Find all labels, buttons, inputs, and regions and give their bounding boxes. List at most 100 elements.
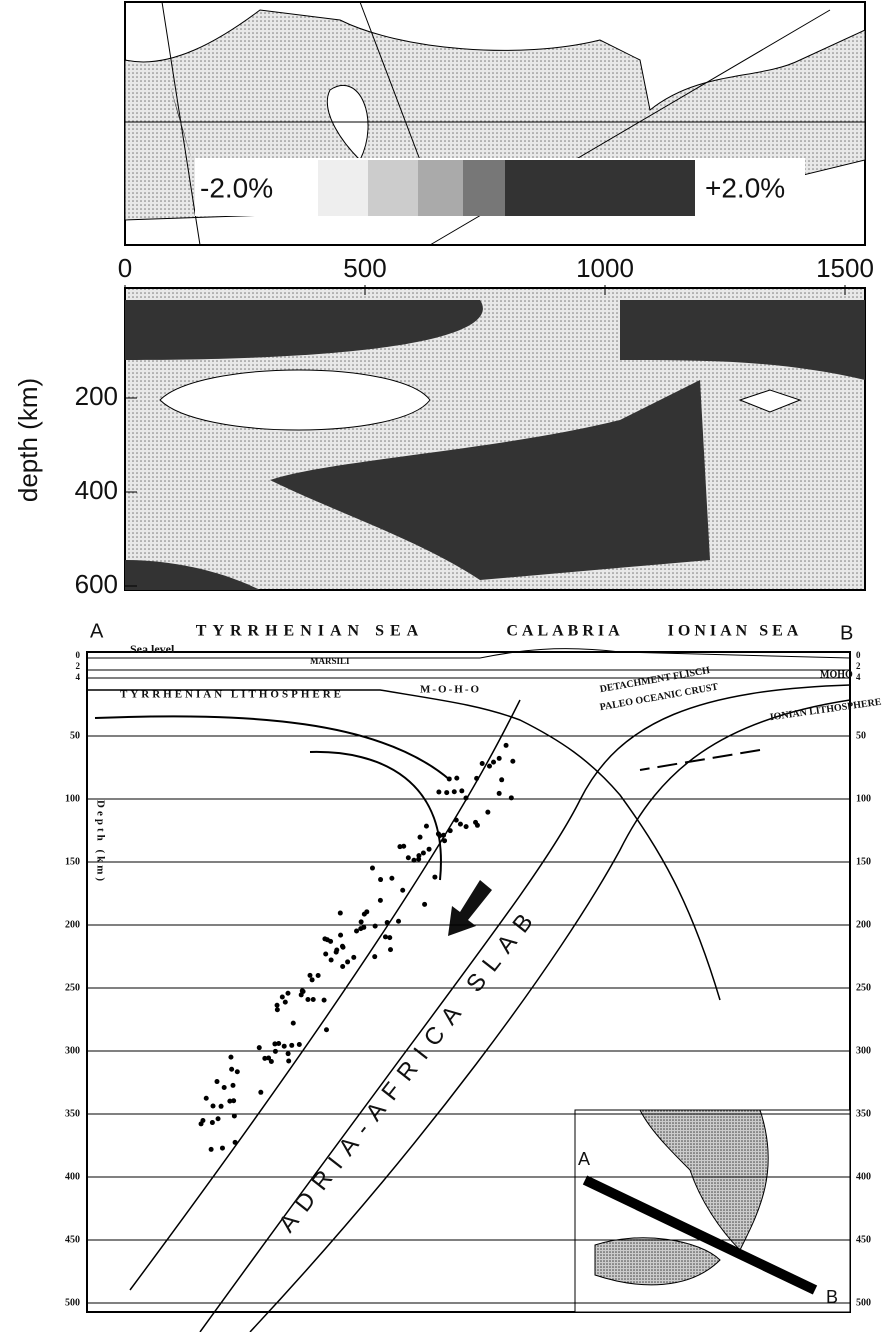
sea-level: Sea level <box>130 642 175 656</box>
earthquake <box>463 824 469 830</box>
earthquake <box>321 997 327 1003</box>
earthquake <box>459 788 465 794</box>
y-tick-label: 600 <box>75 569 118 599</box>
earthquake <box>372 923 378 929</box>
earthquake <box>420 850 426 856</box>
y-tick-label: 4 <box>76 672 81 682</box>
earthquake <box>274 1002 280 1008</box>
anomaly-fast <box>620 300 865 380</box>
earthquake <box>323 951 329 957</box>
earthquake <box>282 999 288 1005</box>
earthquake <box>328 938 334 944</box>
earthquake <box>454 775 460 781</box>
map-panel: -2.0% +2.0% <box>124 1 866 246</box>
y-tick-label: 50 <box>70 730 80 741</box>
y-tick-label: 350 <box>65 1108 80 1119</box>
slab-upper-boundary <box>199 684 851 1332</box>
y-tick-label: 450 <box>65 1234 80 1245</box>
earthquake <box>323 1027 329 1033</box>
earthquake <box>208 1146 214 1152</box>
earthquake <box>447 828 453 834</box>
colorbar-max: +2.0% <box>705 172 785 203</box>
earthquake <box>405 855 411 861</box>
earthquake <box>218 1103 224 1109</box>
y-tick-label: 400 <box>65 1171 80 1182</box>
earthquake <box>486 763 492 769</box>
earthquake <box>290 1020 296 1026</box>
inset-end: A <box>578 1149 590 1169</box>
earthquake <box>361 911 367 917</box>
earthquakes <box>198 742 516 1152</box>
earthquake <box>266 1055 272 1061</box>
earthquake <box>315 973 321 979</box>
earthquake <box>463 795 469 801</box>
y-tick-label: 2 <box>76 661 81 671</box>
earthquake <box>382 934 388 940</box>
anomaly-slow <box>159 369 431 431</box>
earthquake <box>378 877 384 883</box>
earthquake <box>351 954 357 960</box>
tomography-panel: depth (km) <box>13 287 866 591</box>
anomaly-slab <box>270 380 710 580</box>
earthquake <box>372 954 378 960</box>
earthquake <box>229 1066 235 1072</box>
earthquake <box>338 932 344 938</box>
earthquake <box>268 1059 274 1065</box>
y-tick-label: 250 <box>65 982 80 993</box>
earthquake <box>203 1095 209 1101</box>
earthquake <box>345 959 351 965</box>
flow-arrow <box>639 749 761 771</box>
earthquake <box>296 1041 302 1047</box>
earthquake <box>200 1117 206 1123</box>
motion-arrow <box>448 880 492 936</box>
y-tick-label: 150 <box>65 856 80 867</box>
inset-profile <box>582 1175 818 1295</box>
colorbar-step <box>368 160 418 216</box>
earthquake <box>387 947 393 953</box>
earthquake <box>289 1042 295 1048</box>
earthquake <box>281 1043 287 1049</box>
earthquake <box>358 919 364 925</box>
earthquake <box>422 901 428 907</box>
earthquake <box>274 1007 280 1013</box>
earthquake <box>496 755 502 761</box>
y-tick-label: 350 <box>856 1108 871 1119</box>
earthquake <box>286 1058 292 1064</box>
earthquake <box>474 822 480 828</box>
y-tick-label: 0 <box>856 650 861 660</box>
earthquake <box>411 857 417 863</box>
earthquake <box>491 759 497 765</box>
earthquake <box>256 1045 262 1051</box>
earthquake <box>401 843 407 849</box>
earthquake <box>272 1041 278 1047</box>
earthquake <box>442 838 448 844</box>
y-tick-label: 100 <box>856 793 871 804</box>
y-tick-label: 400 <box>856 1171 871 1182</box>
layer-label: TYRRHENIAN LITHOSPHERE <box>120 689 344 701</box>
earthquake <box>231 1098 237 1104</box>
earthquake <box>444 790 450 796</box>
earthquake <box>210 1103 216 1109</box>
earthquake <box>328 957 334 963</box>
inset-end: B <box>826 1287 838 1307</box>
y-tick-label: 4 <box>856 672 861 682</box>
earthquake <box>285 1051 291 1057</box>
earthquake <box>262 1055 268 1061</box>
earthquake <box>416 853 422 859</box>
earthquake <box>219 1145 225 1151</box>
x-tick-label: 1500 <box>816 253 874 283</box>
y-axis-label: depth (km) <box>13 378 43 502</box>
earthquake <box>499 777 505 783</box>
region-label: CALABRIA <box>506 623 623 640</box>
earthquake <box>309 977 315 983</box>
earthquake <box>387 935 393 941</box>
earthquake <box>426 846 432 852</box>
earthquake <box>337 910 343 916</box>
slab-top <box>87 689 721 1001</box>
y-tick-label: 2 <box>856 661 861 671</box>
earthquake <box>508 795 514 801</box>
earthquake <box>358 926 364 932</box>
earthquake <box>339 943 345 949</box>
earthquake <box>258 1089 264 1095</box>
flow-arrow <box>309 750 442 881</box>
